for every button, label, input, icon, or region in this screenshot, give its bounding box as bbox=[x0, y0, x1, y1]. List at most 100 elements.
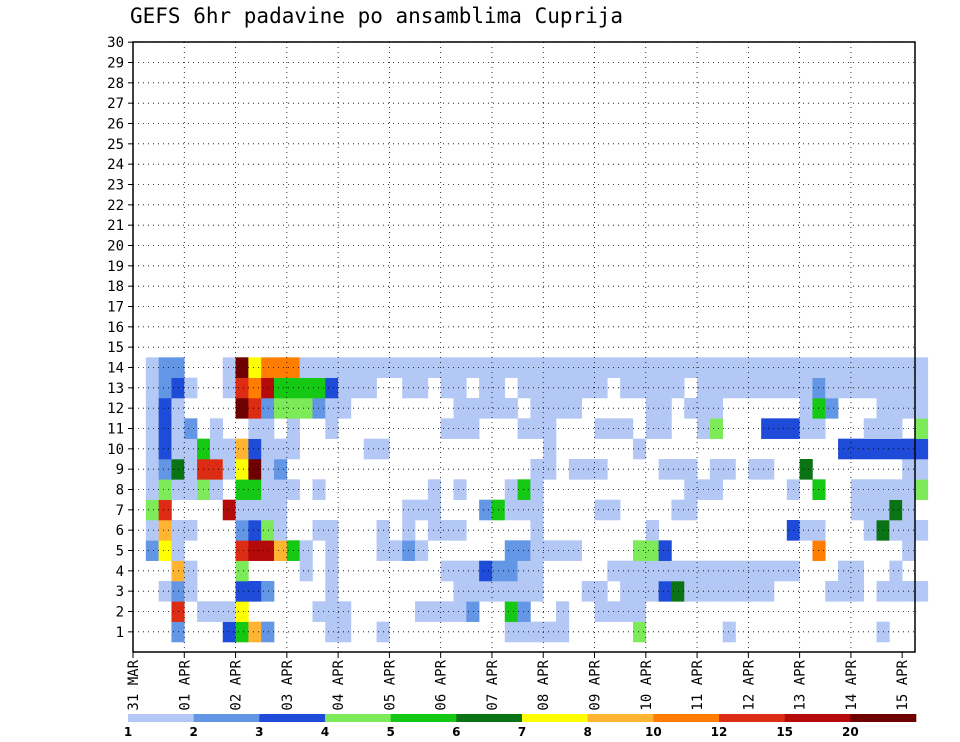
heatmap-cell bbox=[479, 560, 493, 582]
heatmap-cell bbox=[274, 459, 288, 480]
heatmap-cell bbox=[222, 438, 236, 460]
heatmap-cell bbox=[312, 601, 326, 622]
heatmap-cell bbox=[466, 357, 480, 378]
heatmap-cell bbox=[325, 560, 339, 582]
heatmap-cell bbox=[235, 601, 249, 622]
heatmap-cell bbox=[709, 418, 724, 439]
heatmap-cell bbox=[850, 377, 865, 399]
heatmap-cell bbox=[261, 499, 275, 521]
heatmap-cell bbox=[632, 560, 647, 582]
heatmap-cell bbox=[915, 479, 929, 500]
heatmap-cell bbox=[684, 459, 698, 480]
heatmap-cell bbox=[722, 581, 736, 602]
heatmap-cell bbox=[466, 601, 480, 622]
y-tick-label: 12 bbox=[107, 401, 124, 417]
colorbar-label: 6 bbox=[452, 725, 460, 739]
heatmap-cell bbox=[453, 377, 467, 399]
heatmap-cell bbox=[158, 377, 172, 399]
heatmap-cell bbox=[594, 357, 608, 378]
heatmap-cell bbox=[222, 601, 236, 622]
heatmap-cell bbox=[838, 581, 852, 602]
heatmap-cell bbox=[915, 438, 929, 460]
heatmap-cell bbox=[338, 398, 352, 419]
heatmap-cell bbox=[299, 398, 313, 419]
heatmap-cell bbox=[235, 540, 249, 561]
heatmap-cell bbox=[735, 560, 749, 582]
x-tick-label: 14 APR bbox=[844, 659, 860, 710]
heatmap-cell bbox=[915, 459, 929, 480]
heatmap-cell bbox=[889, 398, 903, 419]
heatmap-cell bbox=[722, 377, 736, 399]
x-tick-label: 13 APR bbox=[793, 659, 809, 710]
heatmap-cell bbox=[517, 581, 531, 602]
heatmap-cell bbox=[658, 418, 672, 439]
heatmap-cell bbox=[235, 398, 249, 419]
heatmap-cell bbox=[735, 357, 749, 378]
y-tick-label: 25 bbox=[107, 137, 124, 153]
heatmap-cell bbox=[645, 418, 659, 439]
heatmap-cell bbox=[158, 398, 172, 419]
heatmap-cell bbox=[248, 377, 262, 399]
heatmap-cell bbox=[248, 520, 262, 541]
colorbar-swatch bbox=[193, 714, 260, 722]
heatmap-cell bbox=[632, 601, 647, 622]
colorbar-swatch bbox=[850, 714, 917, 722]
heatmap-cell bbox=[671, 357, 685, 378]
heatmap-cell bbox=[709, 479, 724, 500]
heatmap-cell bbox=[338, 377, 352, 399]
heatmap-cell bbox=[235, 479, 249, 500]
heatmap-cell bbox=[453, 357, 467, 378]
heatmap-cell bbox=[632, 581, 647, 602]
heatmap-cell bbox=[658, 560, 672, 582]
heatmap-cell bbox=[863, 520, 877, 541]
heatmap-cell bbox=[620, 357, 634, 378]
heatmap-cell bbox=[645, 540, 659, 561]
heatmap-cell bbox=[517, 418, 531, 439]
heatmap-cell bbox=[209, 479, 224, 500]
heatmap-cell bbox=[158, 438, 172, 460]
heatmap-cell bbox=[184, 377, 198, 399]
heatmap-cell bbox=[312, 479, 326, 500]
heatmap-cell bbox=[274, 540, 288, 561]
heatmap-cell bbox=[748, 459, 762, 480]
heatmap-cell bbox=[735, 377, 749, 399]
heatmap-cell bbox=[761, 357, 775, 378]
heatmap-cell bbox=[427, 479, 441, 500]
heatmap-cell bbox=[274, 438, 288, 460]
heatmap-cell bbox=[773, 357, 788, 378]
heatmap-cell bbox=[504, 581, 518, 602]
y-tick-label: 22 bbox=[107, 198, 124, 214]
heatmap-cell bbox=[145, 499, 159, 521]
heatmap-cell bbox=[568, 377, 582, 399]
heatmap-cell bbox=[658, 459, 672, 480]
heatmap-cell bbox=[363, 357, 377, 378]
heatmap-cell bbox=[427, 520, 441, 541]
y-tick-label: 29 bbox=[107, 56, 124, 72]
heatmap-cell bbox=[504, 398, 518, 419]
heatmap-cell bbox=[850, 499, 865, 521]
heatmap-cell bbox=[568, 540, 582, 561]
heatmap-cell bbox=[620, 601, 634, 622]
heatmap-cell bbox=[415, 377, 429, 399]
heatmap-cell bbox=[799, 398, 813, 419]
heatmap-cell bbox=[825, 581, 839, 602]
colorbar-label: 5 bbox=[386, 725, 394, 739]
heatmap-cell bbox=[504, 560, 518, 582]
heatmap-cell bbox=[312, 520, 326, 541]
heatmap-cell bbox=[261, 581, 275, 602]
heatmap-cell bbox=[350, 357, 365, 378]
heatmap-cell bbox=[145, 398, 159, 419]
heatmap-cell bbox=[761, 581, 775, 602]
heatmap-cell bbox=[453, 560, 467, 582]
heatmap-cell bbox=[517, 560, 531, 582]
colorbar-label: 7 bbox=[518, 725, 526, 739]
heatmap-cell bbox=[722, 357, 736, 378]
heatmap-cell bbox=[684, 398, 698, 419]
y-tick-label: 24 bbox=[107, 157, 124, 173]
colorbar-swatch bbox=[587, 714, 654, 722]
heatmap-cell bbox=[158, 459, 172, 480]
heatmap-cell bbox=[620, 377, 634, 399]
heatmap-cell bbox=[850, 357, 865, 378]
heatmap-cell bbox=[543, 621, 557, 643]
heatmap-cell bbox=[889, 581, 903, 602]
